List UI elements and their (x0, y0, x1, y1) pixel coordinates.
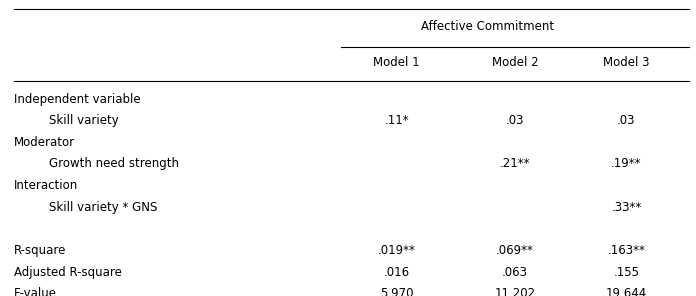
Text: .21**: .21** (500, 157, 530, 170)
Text: 5.970: 5.970 (380, 287, 413, 296)
Text: Model 1: Model 1 (374, 57, 420, 69)
Text: F-value: F-value (14, 287, 57, 296)
Text: .03: .03 (617, 114, 635, 127)
Text: .063: .063 (502, 266, 528, 279)
Text: Adjusted R-square: Adjusted R-square (14, 266, 122, 279)
Text: 19.644: 19.644 (606, 287, 647, 296)
Text: .019**: .019** (378, 244, 416, 257)
Text: .03: .03 (506, 114, 524, 127)
Text: .11*: .11* (384, 114, 409, 127)
Text: Interaction: Interaction (14, 179, 78, 192)
Text: Skill variety: Skill variety (49, 114, 118, 127)
Text: 11.202: 11.202 (494, 287, 536, 296)
Text: Model 2: Model 2 (492, 57, 538, 69)
Text: Affective Commitment: Affective Commitment (420, 20, 554, 33)
Text: .069**: .069** (496, 244, 534, 257)
Text: R-square: R-square (14, 244, 66, 257)
Text: Model 3: Model 3 (603, 57, 649, 69)
Text: Skill variety * GNS: Skill variety * GNS (49, 201, 157, 214)
Text: Independent variable: Independent variable (14, 93, 141, 106)
Text: .016: .016 (383, 266, 410, 279)
Text: Growth need strength: Growth need strength (49, 157, 179, 170)
Text: .155: .155 (613, 266, 640, 279)
Text: Moderator: Moderator (14, 136, 75, 149)
Text: .19**: .19** (611, 157, 642, 170)
Text: .163**: .163** (608, 244, 645, 257)
Text: .33**: .33** (611, 201, 642, 214)
